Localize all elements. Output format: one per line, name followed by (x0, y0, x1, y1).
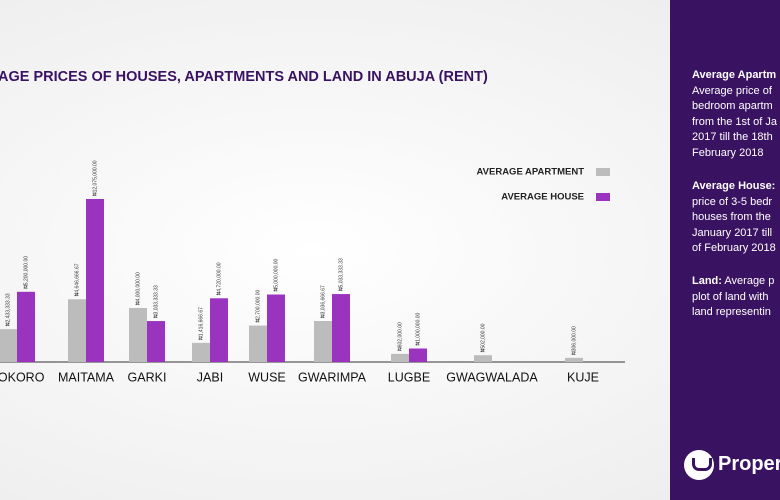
x-tick-label: MAITAMA (58, 370, 115, 384)
value-label: ₦3,036,666.67 (320, 285, 326, 318)
sidebar-line: Average House: (692, 179, 776, 195)
value-label: ₦2,433,333.33 (5, 293, 11, 326)
value-label: ₦2,700,000.00 (255, 290, 261, 323)
bar (391, 353, 409, 362)
legend-swatch (596, 193, 610, 201)
logo-text: Propert (718, 453, 780, 475)
sidebar-line: Land: Average p (692, 274, 774, 290)
sidebar-text: 2017 till the 18th (692, 131, 773, 143)
value-label: ₦5,033,333.33 (338, 258, 344, 291)
logo: Propert (684, 450, 780, 482)
bar (474, 355, 492, 362)
sidebar-heading: Land: (692, 275, 722, 287)
sidebar-heading: Average Apartm (692, 69, 777, 81)
value-label: ₦4,000,000.00 (135, 272, 141, 305)
sidebar-text: of February 2018 (692, 242, 776, 254)
sidebar-text: Average price of (692, 84, 772, 97)
value-label: ₦1,000,000.00 (415, 312, 421, 345)
value-label: ₦1,416,666.67 (198, 307, 204, 340)
legend-label: AVERAGE HOUSE (501, 192, 584, 203)
x-tick-label: LUGBE (388, 370, 430, 384)
value-label: ₦3,033,333.33 (153, 285, 159, 318)
x-tick-label: JABI (197, 370, 223, 384)
value-label: ₦5,000,000.00 (273, 258, 279, 291)
sidebar-text: February 2018 (692, 146, 764, 159)
sidebar-line: Average Apartm (692, 68, 777, 84)
x-tick-label: WUSE (248, 370, 286, 384)
bar (129, 308, 147, 362)
bar (267, 294, 285, 362)
sidebar-text: land representin (692, 306, 771, 318)
sidebar-text: bedroom apartm (692, 100, 773, 112)
bar (249, 325, 267, 362)
value-label: ₦5,200,000.00 (23, 256, 29, 289)
chart: AGE PRICES OF HOUSES, APARTMENTS AND LAN… (0, 69, 625, 384)
logo-icon (684, 450, 714, 480)
value-label: ₦502,000.00 (480, 323, 486, 352)
sidebar-text: houses from the (692, 211, 771, 223)
bar (17, 291, 35, 362)
bar (192, 342, 210, 362)
sidebar-block: Average Apartm Average price of bedroom ap… (692, 68, 777, 161)
sidebar-text: Average p (721, 275, 775, 287)
bar (0, 329, 17, 362)
sidebar-text: January 2017 till (692, 226, 773, 239)
sidebar-text: price of 3-5 bedr (692, 195, 773, 208)
sidebar: Average Apartm Average price of bedroom ap… (670, 0, 780, 500)
bar (68, 299, 86, 362)
x-tick-label: SOKORO (0, 370, 45, 384)
x-tick-label: GWAGWALADA (446, 370, 538, 384)
value-label: ₦4,646,666.67 (74, 263, 80, 296)
sidebar-block: Land: Average p plot of land with land rep… (692, 274, 774, 321)
sidebar-text: from the 1st of Ja (692, 115, 777, 128)
bar (565, 357, 583, 362)
legend-swatch (596, 168, 610, 176)
bar (86, 199, 104, 362)
bar (409, 348, 427, 362)
bar (147, 321, 165, 362)
x-tick-label: GARKI (128, 370, 167, 384)
x-tick-label: KUJE (567, 370, 599, 384)
bar (314, 321, 332, 362)
chart-title: AGE PRICES OF HOUSES, APARTMENTS AND LAN… (0, 69, 488, 85)
sidebar-text: plot of land with (692, 290, 769, 303)
x-tick-label: GWARIMPA (298, 370, 367, 384)
value-label: ₦12,075,000.00 (92, 160, 98, 196)
legend-label: AVERAGE APARTMENT (477, 167, 585, 178)
value-label: ₦4,720,000.00 (216, 262, 222, 295)
sidebar-block: Average House: price of 3-5 bedr houses fr… (692, 179, 776, 257)
value-label: ₦306,000.00 (571, 326, 577, 355)
sidebar-heading: Average House: (692, 180, 776, 192)
bar (210, 298, 228, 362)
value-label: ₦602,000.00 (397, 322, 403, 351)
bar (332, 294, 350, 362)
